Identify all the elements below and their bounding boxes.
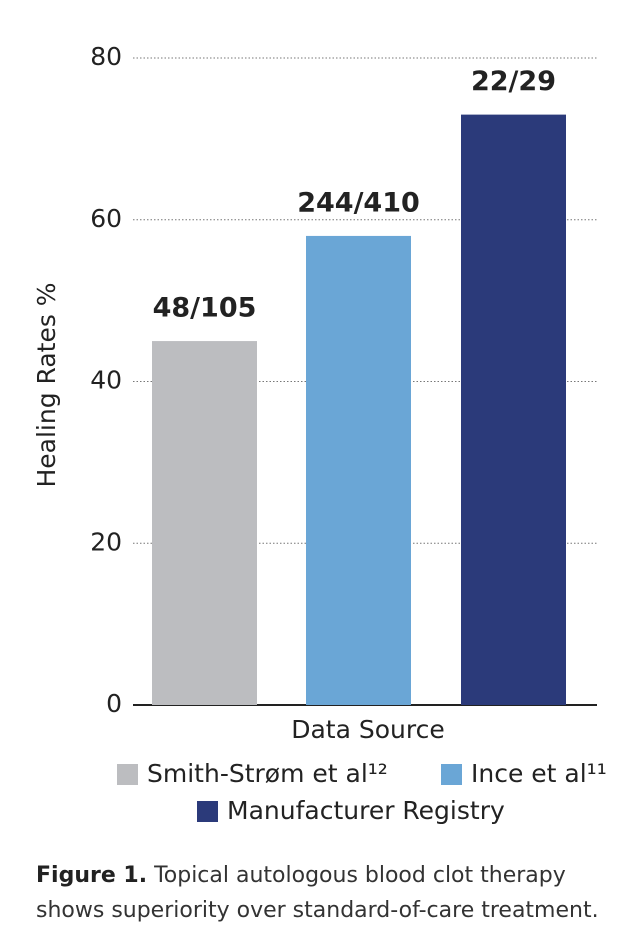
legend-label: Ince et al¹¹ <box>471 759 607 788</box>
y-axis-label: Healing Rates % <box>32 282 61 487</box>
legend-swatch <box>441 764 462 785</box>
bar-annotation: 244/410 <box>297 187 420 218</box>
bar-annotation: 48/105 <box>153 293 257 324</box>
y-tick-label: 0 <box>106 689 122 718</box>
caption: Figure 1. Topical autologous blood clot … <box>36 858 616 928</box>
y-tick-label: 40 <box>90 366 122 395</box>
legend-label: Manufacturer Registry <box>227 796 505 825</box>
bar <box>306 235 411 706</box>
y-tick-label: 20 <box>90 527 122 556</box>
bar <box>461 114 566 706</box>
caption-label: Figure 1. <box>36 863 148 888</box>
x-axis-label: Data Source <box>291 715 445 744</box>
caption-text: Topical autologous blood clot therapy sh… <box>36 863 599 923</box>
bar <box>152 341 257 705</box>
bar-annotation: 22/29 <box>471 66 556 97</box>
chart: Healing Rates % Data Source 0 20 40 60 80 48/… <box>32 42 607 825</box>
y-tick-label: 60 <box>90 204 122 233</box>
legend-swatch <box>197 801 218 822</box>
y-tick-label: 80 <box>90 42 122 71</box>
legend-swatch <box>117 764 138 785</box>
legend-label: Smith-Strøm et al¹² <box>147 759 388 788</box>
